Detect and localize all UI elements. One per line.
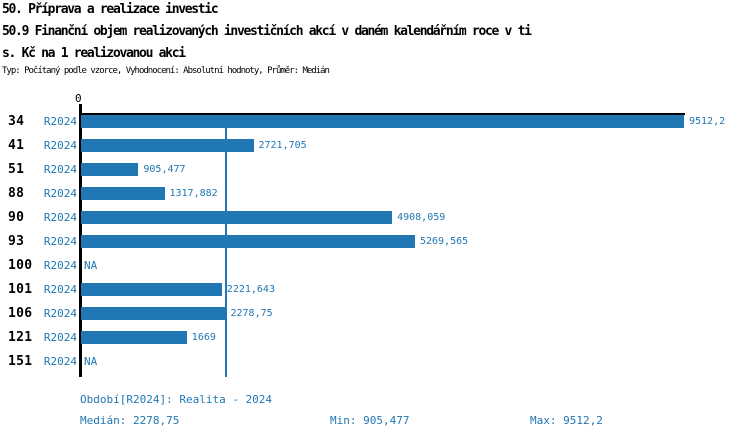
footer-min-label: Min: 905,477 <box>330 414 410 427</box>
bar-121[interactable] <box>81 331 187 344</box>
bar-value-label: 1317,882 <box>169 188 218 199</box>
row-category-label: 101 <box>8 282 33 297</box>
bar-value-label: 2221,643 <box>226 284 275 295</box>
row-category-label: 106 <box>8 306 33 321</box>
chart-row-34: 34 R2024 9512,2 <box>0 110 750 134</box>
bar-101[interactable] <box>81 283 222 296</box>
chart-row-106: 106 R2024 2278,75 <box>0 302 750 326</box>
row-category-label: 90 <box>8 210 25 225</box>
footer-max-label: Max: 9512,2 <box>530 414 603 427</box>
chart-row-100: 100 R2024 NA <box>0 254 750 278</box>
bar-value-label: 9512,2 <box>689 116 726 127</box>
x-axis-zero-tick-label: 0 <box>75 92 82 105</box>
row-category-label: 41 <box>8 138 25 153</box>
row-category-label: 88 <box>8 186 25 201</box>
bar-value-label: 2278,75 <box>230 308 273 319</box>
row-series-label: R2024 <box>43 355 77 368</box>
row-series-label: R2024 <box>43 283 77 296</box>
chart-row-90: 90 R2024 4908,059 <box>0 206 750 230</box>
bar-na-label: NA <box>84 355 98 368</box>
chart-row-51: 51 R2024 905,477 <box>0 158 750 182</box>
row-category-label: 121 <box>8 330 33 345</box>
report-title-line2: 50.9 Finanční objem realizovaných invest… <box>2 24 532 39</box>
row-series-label: R2024 <box>43 163 77 176</box>
row-series-label: R2024 <box>43 187 77 200</box>
chart-row-101: 101 R2024 2221,643 <box>0 278 750 302</box>
row-series-label: R2024 <box>43 331 77 344</box>
row-series-label: R2024 <box>43 211 77 224</box>
report-title-line1: 50. Příprava a realizace investic <box>2 2 219 17</box>
report-meta-line: Typ: Počítaný podle vzorce, Vyhodnocení:… <box>2 66 330 76</box>
row-category-label: 93 <box>8 234 25 249</box>
report-title-line3: s. Kč na 1 realizovanou akci <box>2 46 186 61</box>
bar-41[interactable] <box>81 139 254 152</box>
bar-na-label: NA <box>84 259 98 272</box>
row-series-label: R2024 <box>43 235 77 248</box>
chart-row-93: 93 R2024 5269,565 <box>0 230 750 254</box>
y-axis-line <box>79 104 82 377</box>
row-series-label: R2024 <box>43 115 77 128</box>
chart-row-88: 88 R2024 1317,882 <box>0 182 750 206</box>
row-category-label: 100 <box>8 258 33 273</box>
footer-median-label: Medián: 2278,75 <box>80 414 180 427</box>
chart-row-151: 151 R2024 NA <box>0 350 750 374</box>
bar-value-label: 2721,705 <box>258 140 307 151</box>
bar-93[interactable] <box>81 235 415 248</box>
footer-period-label: Období[R2024]: Realita - 2024 <box>80 393 273 406</box>
row-series-label: R2024 <box>43 259 77 272</box>
bar-value-label: 4908,059 <box>397 212 446 223</box>
row-category-label: 34 <box>8 114 25 129</box>
bar-51[interactable] <box>81 163 139 176</box>
row-series-label: R2024 <box>43 139 77 152</box>
row-category-label: 51 <box>8 162 25 177</box>
bar-106[interactable] <box>81 307 226 320</box>
x-axis-line <box>79 113 685 115</box>
bar-88[interactable] <box>81 187 165 200</box>
bar-value-label: 1669 <box>191 332 216 343</box>
bar-34[interactable] <box>81 115 684 128</box>
bar-value-label: 5269,565 <box>420 236 469 247</box>
row-series-label: R2024 <box>43 307 77 320</box>
row-category-label: 151 <box>8 354 33 369</box>
chart-row-41: 41 R2024 2721,705 <box>0 134 750 158</box>
chart-row-121: 121 R2024 1669 <box>0 326 750 350</box>
bar-value-label: 905,477 <box>143 164 186 175</box>
bar-90[interactable] <box>81 211 393 224</box>
